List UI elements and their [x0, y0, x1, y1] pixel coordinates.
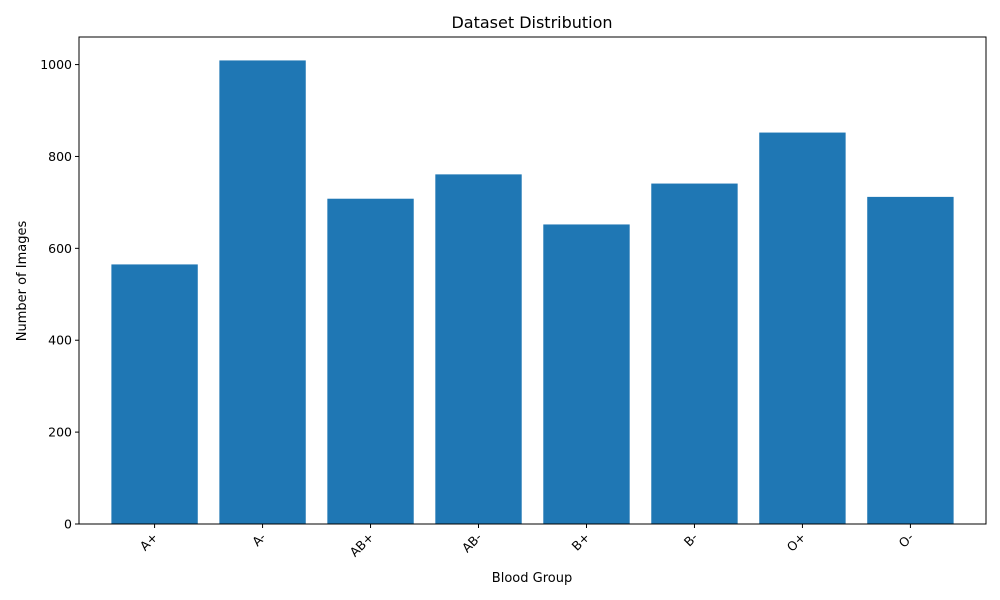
- y-tick-label: 1000: [40, 57, 72, 72]
- y-axis: 0 200 400 600 800 1000: [40, 57, 79, 532]
- bar-B+: [543, 224, 630, 525]
- bar-AB-: [435, 174, 522, 524]
- bar-O-: [867, 196, 954, 524]
- x-tick-label: AB+: [347, 530, 377, 560]
- y-tick-label: 200: [48, 425, 72, 440]
- plot-frame: [78, 36, 987, 525]
- chart-title: Dataset Distribution: [451, 13, 612, 32]
- bar-O+: [759, 132, 846, 525]
- bar-AB+: [327, 198, 414, 524]
- x-tick-label: O-: [896, 530, 917, 551]
- y-tick-label: 800: [48, 149, 72, 164]
- y-axis-label: Number of Images: [15, 221, 30, 342]
- x-tick-label: AB-: [459, 530, 485, 556]
- bar-A+: [111, 264, 198, 524]
- x-tick-label: B+: [569, 530, 593, 554]
- x-tick-label: A-: [249, 530, 269, 550]
- bar-A-: [219, 60, 306, 525]
- x-tick-label: O+: [784, 530, 809, 555]
- y-tick-label: 600: [48, 241, 72, 256]
- x-tick-label: A+: [137, 530, 161, 554]
- bars-group: [111, 60, 954, 525]
- bar-B-: [651, 183, 738, 524]
- x-tick-label: B-: [681, 530, 701, 550]
- x-axis: A+ A- AB+ AB- B+ B- O+ O-: [137, 524, 917, 560]
- x-axis-label: Blood Group: [492, 571, 572, 586]
- y-tick-label: 400: [48, 333, 72, 348]
- y-tick-label: 0: [64, 517, 72, 532]
